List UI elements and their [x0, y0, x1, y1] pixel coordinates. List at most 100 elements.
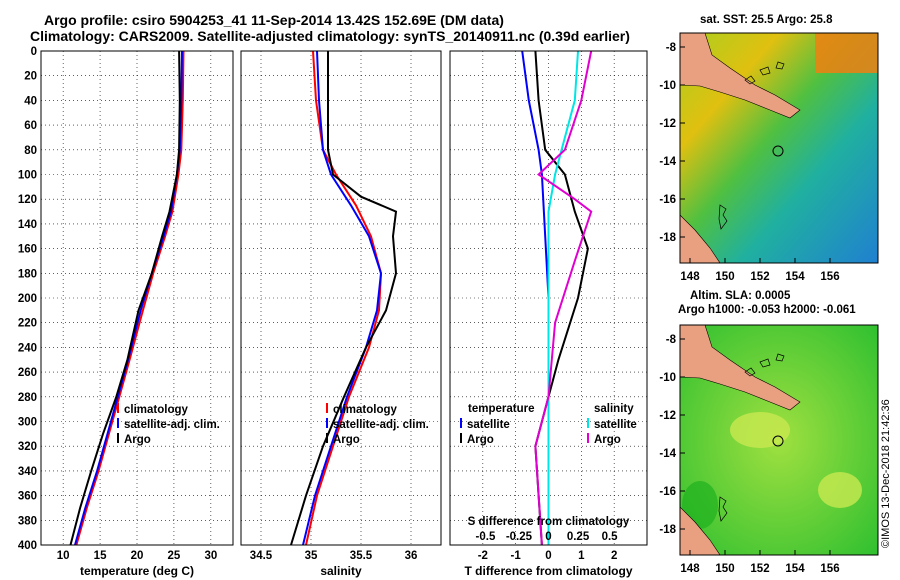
sla-map	[679, 324, 879, 556]
s-tick-label: 0	[545, 531, 551, 543]
map-y-tick-label: -18	[659, 524, 676, 536]
sla-map-title: Altim. SLA: 0.0005	[690, 290, 791, 302]
x-tick-label: 34.5	[250, 550, 273, 562]
x-tick-label: 25	[168, 550, 181, 562]
map-x-tick-label: 150	[715, 563, 734, 575]
imos-credit: ©IMOS 13-Dec-2018 21:42:36	[880, 399, 892, 548]
sla-map-frame	[679, 324, 879, 556]
salinity-panel: 34.5 35 35.5 36 salinity climatology satellite…	[240, 50, 442, 578]
argo-location-marker	[772, 435, 784, 447]
y-tick-label: 360	[18, 491, 37, 503]
series-line	[534, 50, 593, 546]
y-tick-label: 20	[24, 71, 37, 83]
map-x-tick-label: 154	[785, 563, 805, 575]
x-tick-label: 10	[57, 550, 70, 562]
y-tick-label: 100	[18, 170, 37, 182]
map-x-tick-label: 152	[750, 563, 769, 575]
legend-label: satellite	[594, 419, 637, 431]
map-x-tick-label: 148	[680, 563, 700, 575]
sst-map-title: sat. SST: 25.5 Argo: 25.8	[700, 14, 833, 26]
plot-frame	[240, 50, 442, 546]
x-axis-label: temperature (deg C)	[80, 564, 194, 578]
x-tick-label: -1	[511, 550, 522, 562]
s-axis-label: S difference from climatology	[468, 516, 630, 528]
sla-low-1	[682, 481, 718, 529]
sst-map	[679, 32, 879, 264]
map-axes: 148 150 152 154 156 -8 -10 -12 -14 -16 -18 148 150 15…	[659, 42, 839, 575]
legend-label: climatology	[333, 404, 398, 416]
legend-label: Argo	[467, 434, 494, 446]
plot-frame	[40, 50, 234, 546]
y-tick-label: 240	[18, 342, 37, 354]
s-tick-label: -0.5	[476, 531, 496, 543]
map-x-tick-label: 150	[715, 271, 734, 283]
y-tick-label: 220	[18, 318, 37, 330]
series-line	[547, 50, 579, 545]
sla-land-png	[679, 324, 801, 411]
series-line	[534, 50, 589, 546]
plot-frame	[449, 50, 648, 546]
y-tick-label: 300	[18, 417, 37, 429]
y-tick-label: 0	[31, 46, 37, 58]
legend-heading: salinity	[594, 403, 634, 415]
s-tick-label: 0.25	[567, 531, 590, 543]
y-tick-label: 60	[24, 120, 37, 132]
sst-map-frame	[679, 32, 879, 264]
argo-location-marker	[772, 145, 784, 157]
map-y-tick-label: -8	[666, 42, 677, 54]
y-tick-label: 200	[18, 293, 37, 305]
legend-label: satellite	[467, 419, 510, 431]
y-tick-label: 80	[24, 145, 37, 157]
map-y-tick-label: -14	[659, 156, 676, 168]
x-axis-label: salinity	[320, 564, 362, 578]
map-y-tick-label: -10	[659, 372, 676, 384]
x-tick-label: 30	[204, 550, 217, 562]
legend-label: climatology	[124, 404, 189, 416]
sla-map-subtitle: Argo h1000: -0.053 h2000: -0.061	[678, 304, 856, 316]
x-axis-label: T difference from climatology	[464, 564, 632, 578]
legend-label: Argo	[333, 434, 360, 446]
map-y-tick-label: -14	[659, 448, 676, 460]
x-tick-label: 0	[545, 550, 551, 562]
legend-label: satellite-adj. clim.	[333, 419, 429, 431]
map-x-tick-label: 156	[820, 563, 839, 575]
y-tick-label: 180	[18, 268, 37, 280]
legend-heading: temperature	[468, 403, 534, 415]
map-y-tick-label: -16	[659, 486, 676, 498]
y-tick-label: 120	[18, 194, 37, 206]
series-line	[75, 50, 185, 546]
title-line-2: Climatology: CARS2009. Satellite-adjuste…	[30, 28, 630, 44]
map-x-tick-label: 154	[785, 271, 805, 283]
y-tick-label: 380	[18, 515, 37, 527]
legend-label: Argo	[124, 434, 151, 446]
y-tick-label: 280	[18, 392, 37, 404]
map-x-tick-label: 152	[750, 271, 769, 283]
map-y-tick-label: -8	[666, 334, 677, 346]
x-tick-label: 15	[94, 550, 107, 562]
sst-islands	[718, 61, 785, 230]
map-x-tick-label: 148	[680, 271, 700, 283]
map-y-tick-label: -10	[659, 80, 676, 92]
sla-high-2	[818, 472, 862, 508]
x-tick-label: 36	[405, 550, 418, 562]
sst-land-png	[679, 32, 801, 119]
title-line-1: Argo profile: csiro 5904253_41 11-Sep-20…	[44, 12, 504, 28]
map-x-tick-label: 156	[820, 271, 839, 283]
map-y-tick-label: -18	[659, 232, 676, 244]
legend-label: satellite-adj. clim.	[124, 419, 220, 431]
s-tick-label: 0.5	[602, 531, 619, 543]
temperature-panel: 0 20 40 60 80 100 120 140 160 180 200 220 240 260 280 3…	[18, 46, 234, 578]
legend-label: Argo	[594, 434, 621, 446]
x-tick-label: 20	[131, 550, 144, 562]
y-tick-label: 40	[24, 95, 37, 107]
sla-islands	[718, 353, 785, 522]
y-tick-label: 400	[18, 540, 37, 552]
x-tick-label: 2	[611, 550, 617, 562]
map-y-tick-label: -12	[659, 410, 676, 422]
series-line	[302, 50, 383, 546]
x-tick-label: 35	[305, 550, 318, 562]
y-tick-label: 340	[18, 466, 37, 478]
map-y-tick-label: -12	[659, 118, 676, 130]
x-tick-label: 1	[578, 550, 585, 562]
